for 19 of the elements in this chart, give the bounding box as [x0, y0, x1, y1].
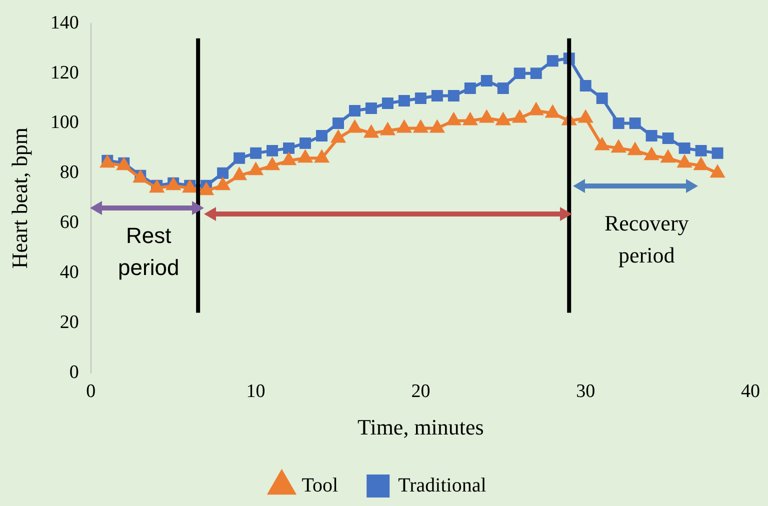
x-tick-label: 0: [86, 381, 96, 402]
annotation: Recovery period: [604, 210, 689, 268]
legend-label: Traditional: [398, 474, 487, 496]
x-tick-label: 30: [576, 381, 596, 402]
x-tick-label: 40: [741, 381, 760, 402]
y-tick-label: 0: [69, 362, 79, 383]
x-tick-label: 20: [411, 381, 430, 402]
x-tick-label: 10: [246, 381, 266, 402]
annotation: Rest period: [118, 223, 180, 280]
y-tick-label: 100: [50, 112, 79, 134]
y-tick-label: 120: [50, 62, 79, 84]
y-tick-label: 20: [60, 312, 79, 333]
y-tick-label: 40: [60, 262, 79, 283]
y-axis-title: Heart beat, bpm: [6, 128, 32, 269]
legend-label: Tool: [302, 474, 339, 496]
y-tick-label: 60: [60, 212, 79, 234]
y-tick-label: 80: [60, 162, 79, 184]
x-axis-title: Time, minutes: [358, 414, 484, 440]
y-tick-label: 140: [50, 12, 79, 34]
